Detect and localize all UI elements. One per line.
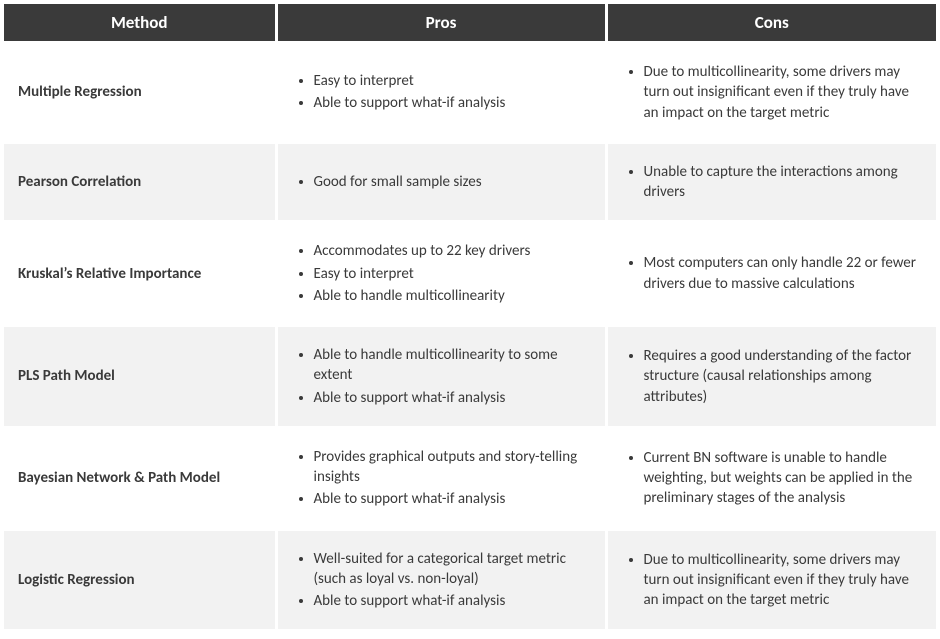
pros-cell: Good for small sample sizes xyxy=(276,142,606,222)
pros-list: Accommodates up to 22 key drivers Easy to… xyxy=(292,241,591,306)
list-item: Able to support what-if analysis xyxy=(314,93,591,113)
method-cell: Bayesian Network & Path Model xyxy=(4,427,276,529)
cons-list: Current BN software is unable to handle … xyxy=(622,448,923,509)
list-item: Good for small sample sizes xyxy=(314,172,591,192)
pros-cell: Accommodates up to 22 key drivers Easy to… xyxy=(276,222,606,326)
cons-cell: Most computers can only handle 22 or few… xyxy=(606,222,936,326)
pros-cell: Easy to interpretAble to support what-if… xyxy=(276,43,606,143)
pros-list: Well-suited for a categorical target met… xyxy=(292,549,591,612)
pros-list: Easy to interpretAble to support what-if… xyxy=(292,71,591,114)
table-body: Multiple RegressionEasy to interpretAble… xyxy=(4,43,936,630)
list-item: Able to support what-if analysis xyxy=(314,489,591,509)
list-item: Able to support what-if analysis xyxy=(314,388,591,408)
method-cell: Kruskal’s Relative Importance xyxy=(4,222,276,326)
col-header-pros: Pros xyxy=(276,4,606,43)
cons-cell: Current BN software is unable to handle … xyxy=(606,427,936,529)
table-row: Kruskal’s Relative ImportanceAccommodate… xyxy=(4,222,936,326)
table-row: PLS Path Model Able to handle multicollin… xyxy=(4,326,936,428)
table-row: Logistic Regression Well-suited for a cat… xyxy=(4,529,936,629)
pros-cell: Able to handle multicollinearity to some… xyxy=(276,326,606,428)
list-item: Due to multicollinearity, some drivers m… xyxy=(644,550,923,611)
list-item: Requires a good understanding of the fac… xyxy=(644,346,923,407)
list-item: Due to multicollinearity, some drivers m… xyxy=(644,62,923,123)
table-row: Bayesian Network & Path Model Provides gr… xyxy=(4,427,936,529)
list-item: Most computers can only handle 22 or few… xyxy=(644,253,923,294)
list-item: Easy to interpret xyxy=(314,71,591,91)
cons-list: Unable to capture the interactions among… xyxy=(622,162,923,203)
method-cell: Logistic Regression xyxy=(4,529,276,629)
cons-list: Most computers can only handle 22 or few… xyxy=(622,253,923,294)
cons-cell: Requires a good understanding of the fac… xyxy=(606,326,936,428)
list-item: Accommodates up to 22 key drivers xyxy=(314,241,591,261)
list-item: Able to handle multicollinearity xyxy=(314,286,591,306)
pros-list: Able to handle multicollinearity to some… xyxy=(292,345,591,408)
list-item: Unable to capture the interactions among… xyxy=(644,162,923,203)
cons-list: Due to multicollinearity, some drivers m… xyxy=(622,62,923,123)
list-item: Easy to interpret xyxy=(314,264,591,284)
pros-list: Good for small sample sizes xyxy=(292,172,591,192)
table-header-row: Method Pros Cons xyxy=(4,4,936,43)
pros-list: Provides graphical outputs and story-tel… xyxy=(292,447,591,510)
cons-list: Requires a good understanding of the fac… xyxy=(622,346,923,407)
method-cell: Pearson Correlation xyxy=(4,142,276,222)
cons-cell: Unable to capture the interactions among… xyxy=(606,142,936,222)
method-cell: Multiple Regression xyxy=(4,43,276,143)
col-header-cons: Cons xyxy=(606,4,936,43)
col-header-method: Method xyxy=(4,4,276,43)
methods-comparison-table: Method Pros Cons Multiple Regression Easy… xyxy=(4,4,936,629)
list-item: Well-suited for a categorical target met… xyxy=(314,549,591,590)
cons-cell: Due to multicollinearity, some drivers m… xyxy=(606,529,936,629)
list-item: Able to support what-if analysis xyxy=(314,591,591,611)
list-item: Provides graphical outputs and story-tel… xyxy=(314,447,591,488)
list-item: Able to handle multicollinearity to some… xyxy=(314,345,591,386)
method-cell: PLS Path Model xyxy=(4,326,276,428)
table-row: Multiple Regression Easy to interpretAble… xyxy=(4,43,936,143)
pros-cell: Provides graphical outputs and story-tel… xyxy=(276,427,606,529)
table-row: Pearson Correlation Good for small sample… xyxy=(4,142,936,222)
pros-cell: Well-suited for a categorical target met… xyxy=(276,529,606,629)
cons-list: Due to multicollinearity, some drivers m… xyxy=(622,550,923,611)
list-item: Current BN software is unable to handle … xyxy=(644,448,923,509)
cons-cell: Due to multicollinearity, some drivers m… xyxy=(606,43,936,143)
